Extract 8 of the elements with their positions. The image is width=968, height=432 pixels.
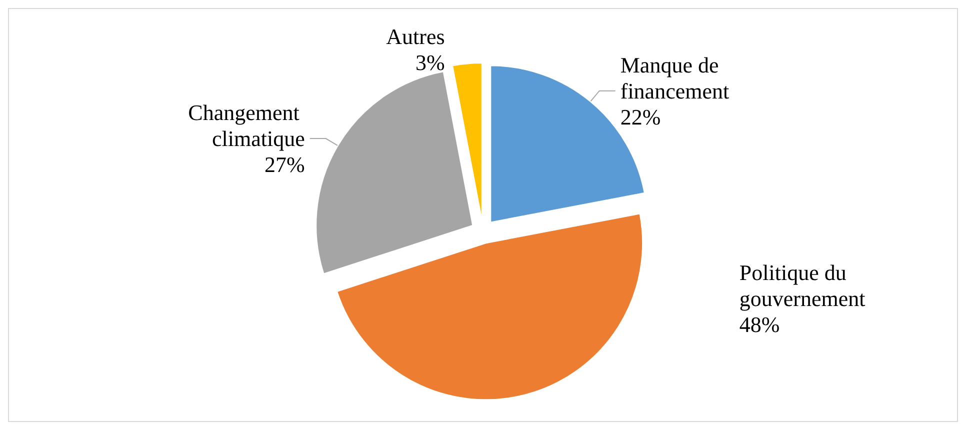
data-label: 3%: [415, 50, 445, 76]
data-label: 27%: [264, 152, 305, 178]
data-label: 48%: [739, 312, 780, 338]
slice-label: Manque de financement: [620, 52, 730, 104]
slice-label: Politique du gouvernement: [739, 260, 866, 312]
slice-label: Changement climatique: [188, 100, 305, 152]
data-label: 22%: [620, 104, 661, 130]
slice-label: Autres: [386, 24, 445, 50]
